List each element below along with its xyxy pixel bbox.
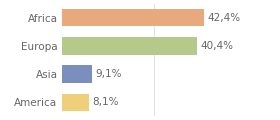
Text: 40,4%: 40,4% xyxy=(201,41,234,51)
Bar xyxy=(62,65,92,83)
Bar xyxy=(62,37,197,55)
Text: 8,1%: 8,1% xyxy=(92,97,119,108)
Bar xyxy=(62,94,89,111)
Bar xyxy=(62,9,204,26)
Text: 9,1%: 9,1% xyxy=(95,69,122,79)
Text: 42,4%: 42,4% xyxy=(207,12,241,23)
